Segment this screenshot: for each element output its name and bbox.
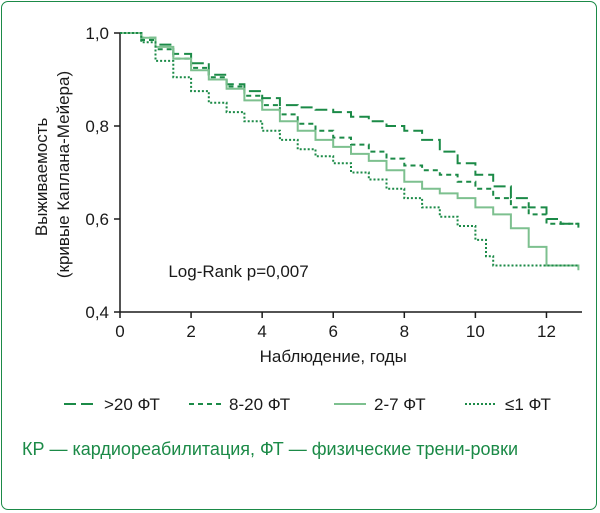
y-axis-title: Выживаемость (кривые Каплана-Мейера) [32, 71, 73, 278]
series-line-0 [120, 32, 579, 225]
x-tick-label: 2 [186, 322, 195, 341]
x-axis-title: Наблюдение, годы [260, 347, 407, 366]
y-axis-title-line-2: (кривые Каплана-Мейера) [54, 71, 73, 278]
y-tick-label: 0,6 [85, 210, 109, 229]
x-tick-label: 6 [328, 322, 337, 341]
legend-label-2: 2-7 ФТ [374, 395, 426, 414]
x-tick-label: 4 [257, 322, 266, 341]
x-tick-label: 0 [115, 322, 124, 341]
x-tick-label: 8 [400, 322, 409, 341]
series-layer [120, 32, 580, 271]
ticks: 0 2 4 6 8 10 12 0,4 0,6 0,8 1,0 [85, 24, 556, 341]
series-line-3 [120, 32, 579, 267]
log-rank-annotation: Log-Rank p=0,007 [168, 262, 308, 281]
legend-label-1: 8-20 ФТ [229, 395, 290, 414]
series-line-1 [120, 32, 580, 231]
legend-label-0: >20 ФТ [104, 395, 160, 414]
y-tick-label: 1,0 [85, 24, 109, 43]
y-tick-label: 0,4 [85, 303, 109, 322]
x-tick-label: 12 [537, 322, 556, 341]
legend: >20 ФТ 8-20 ФТ 2-7 ФТ ≤1 ФТ [64, 395, 551, 414]
y-tick-label: 0,8 [85, 117, 109, 136]
figure-caption: КР — кардиореабилитация, ФТ — физические… [22, 439, 519, 459]
axes [119, 33, 582, 313]
series-line-2 [120, 32, 580, 271]
km-chart: 0 2 4 6 8 10 12 0,4 0,6 0,8 1,0 Выживаемость (крив… [32, 24, 582, 414]
y-axis-title-line-1: Выживаемость [32, 117, 51, 236]
x-tick-label: 10 [466, 322, 485, 341]
legend-label-3: ≤1 ФТ [505, 395, 551, 414]
